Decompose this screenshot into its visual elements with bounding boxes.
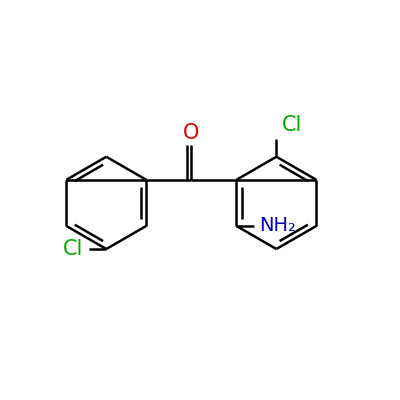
Text: NH₂: NH₂ — [260, 216, 296, 236]
Text: Cl: Cl — [63, 239, 83, 259]
Text: Cl: Cl — [282, 115, 302, 135]
Text: O: O — [183, 123, 200, 143]
